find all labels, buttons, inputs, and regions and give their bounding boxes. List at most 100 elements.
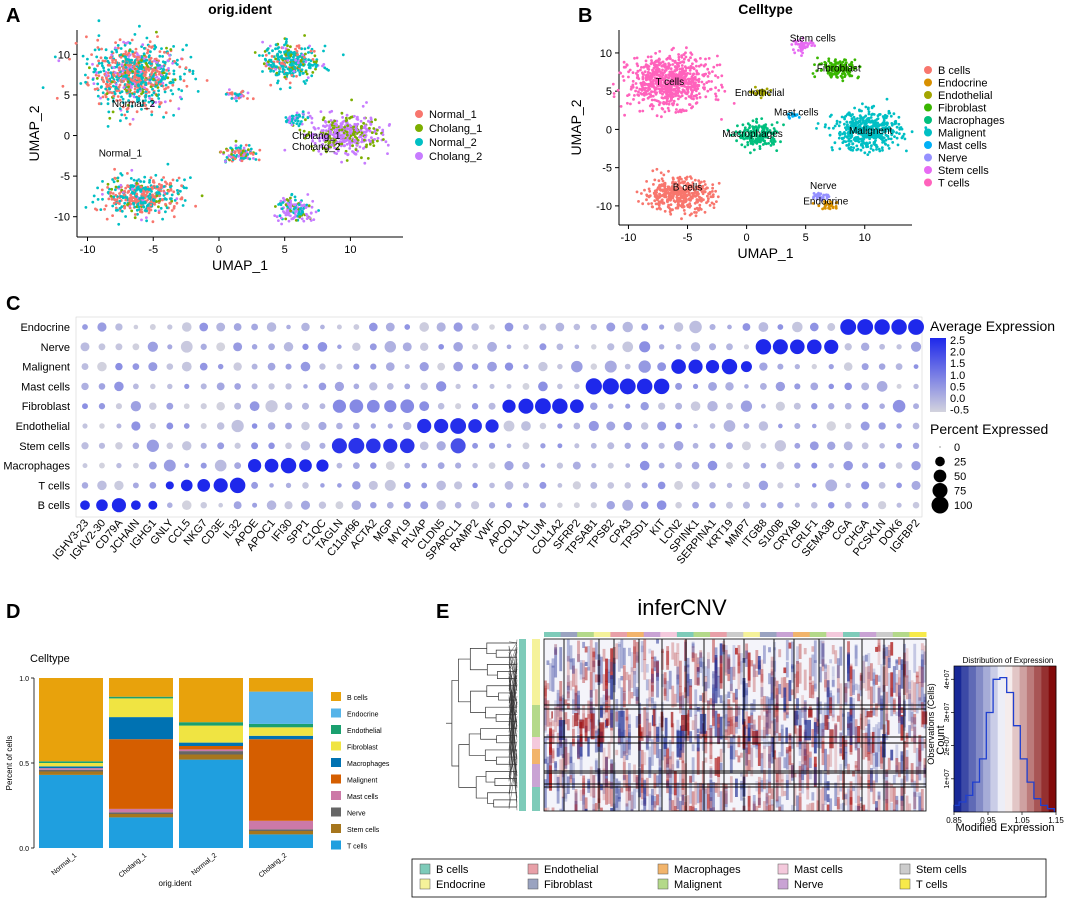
cell-point [881, 115, 885, 118]
cell-point [312, 49, 316, 53]
cell-point [284, 53, 288, 57]
expression-dot [82, 324, 88, 330]
panel-letter-b: B [578, 5, 592, 27]
cell-point [295, 122, 299, 125]
expression-dot [183, 423, 190, 429]
cell-point [858, 108, 861, 112]
cell-point [308, 216, 312, 220]
cell-point [302, 60, 305, 63]
cell-point [109, 194, 113, 198]
cell-point [378, 126, 381, 129]
cell-point [300, 68, 304, 72]
expression-dot [688, 359, 703, 374]
cell-point [650, 59, 653, 62]
cell-point [130, 58, 134, 62]
cell-point [148, 40, 152, 44]
cell-point [258, 148, 262, 152]
cell-point [149, 62, 153, 66]
cell-point [371, 141, 375, 144]
cell-point [287, 117, 291, 120]
cell-point [120, 63, 124, 67]
expression-dot [502, 399, 516, 413]
cell-point [749, 151, 752, 155]
cell-point [752, 148, 756, 152]
cell-point [828, 115, 832, 118]
cell-point [143, 101, 146, 105]
expression-dot [772, 339, 788, 355]
y-axis-label: UMAP_2 [568, 99, 584, 155]
cell-point [182, 79, 186, 83]
cell-point [887, 147, 891, 150]
expression-dot [638, 360, 651, 373]
cell-point [129, 63, 132, 67]
x-tick-label: -5 [148, 244, 158, 256]
cell-point [96, 87, 99, 91]
cell-point [57, 59, 61, 63]
expression-dot [386, 383, 394, 390]
cell-point [155, 185, 159, 189]
cell-point [289, 58, 293, 62]
cell-point [135, 208, 139, 212]
expression-dot [606, 322, 616, 332]
expression-dot [860, 342, 870, 352]
cell-point [857, 140, 861, 144]
cell-point [136, 188, 140, 191]
cell-point [152, 68, 156, 72]
expression-dot [284, 402, 293, 411]
cell-point [152, 199, 156, 202]
expression-dot [653, 378, 670, 395]
cell-point [295, 49, 299, 53]
cell-point [714, 94, 718, 98]
cell-point [616, 88, 620, 92]
cell-point [698, 203, 702, 207]
cell-point [158, 105, 161, 109]
expression-dot [336, 324, 342, 330]
cell-point [343, 125, 346, 129]
cell-point [269, 63, 273, 67]
cell-point [234, 139, 238, 143]
expression-dot [913, 364, 919, 370]
cell-point [881, 148, 884, 152]
cell-point [234, 146, 238, 150]
cell-point [688, 69, 692, 72]
cell-point [924, 126, 928, 130]
cell-point [871, 148, 875, 152]
cell-point [115, 99, 119, 102]
cell-point [101, 197, 104, 201]
cell-point [833, 124, 837, 128]
cell-point [652, 62, 656, 66]
expression-dot [590, 402, 598, 410]
cell-point [172, 69, 176, 73]
cell-point [148, 181, 151, 184]
expression-dot [404, 364, 410, 370]
cell-point [250, 151, 254, 155]
cell-point [816, 56, 819, 60]
cell-point [180, 89, 184, 93]
cell-point [381, 133, 385, 137]
expression-dot [116, 423, 122, 429]
expression-dot [857, 319, 874, 335]
cell-point [314, 210, 318, 214]
cell-point [139, 180, 143, 183]
cell-point [97, 59, 100, 63]
cell-point [194, 204, 198, 208]
cell-point [885, 97, 889, 101]
cell-point [152, 77, 156, 81]
cell-point [173, 60, 176, 63]
cell-point [690, 212, 693, 216]
cell-point [94, 73, 98, 77]
cell-point [124, 77, 127, 81]
cell-point [115, 89, 119, 93]
cell-point [658, 50, 662, 53]
expression-dot [761, 403, 766, 409]
expression-dot [147, 341, 158, 352]
cell-point [289, 214, 292, 218]
x-tick-label: 10 [344, 244, 356, 256]
cell-point [143, 104, 147, 108]
expression-dot [167, 344, 173, 350]
cell-point [341, 53, 345, 57]
cell-point [284, 217, 288, 221]
cell-point [136, 212, 139, 216]
cell-point [694, 214, 698, 218]
